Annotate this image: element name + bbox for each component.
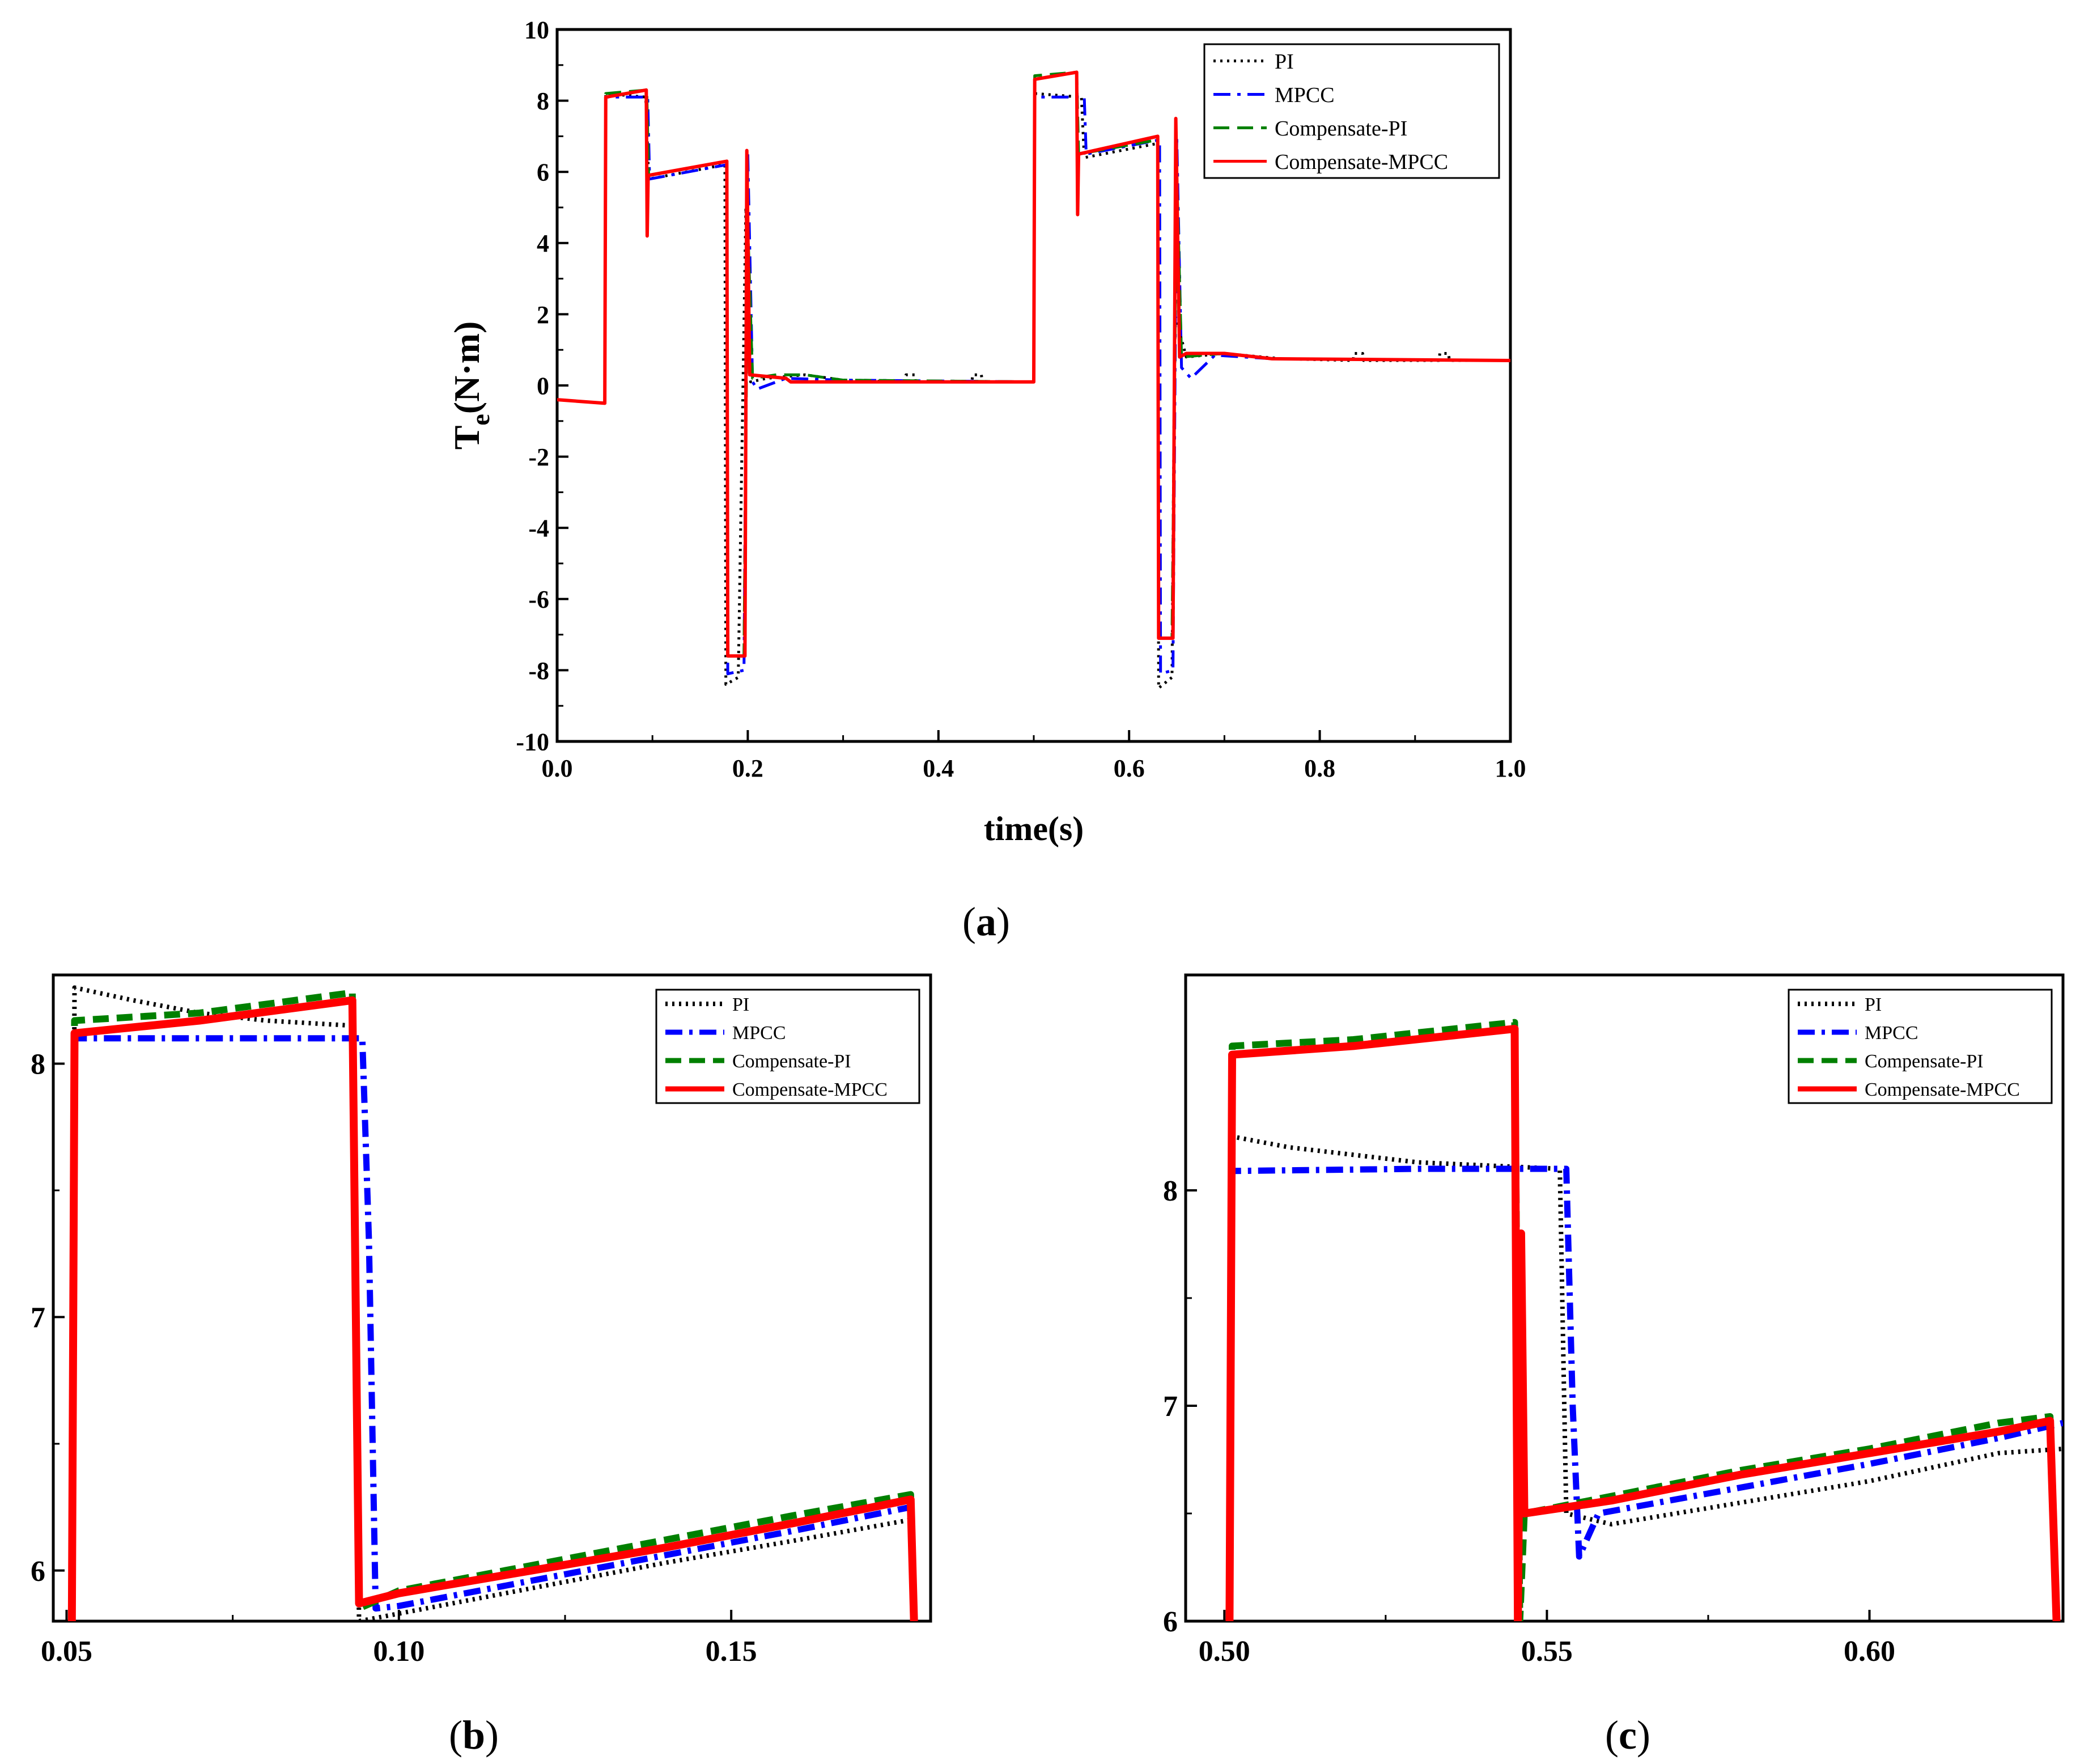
panel-a-y-axis-title-sub: e [466, 414, 495, 425]
x-tick-label: 0.6 [1114, 754, 1145, 782]
caption-a-open: ( [962, 899, 976, 944]
y-tick-label: 6 [1163, 1606, 1178, 1638]
panel-a-legend: PI MPCC Compensate-PI Compensate-MPCC [1203, 43, 1500, 179]
legend-label: Compensate-MPCC [732, 1079, 888, 1100]
panel-c-legend: PI MPCC Compensate-PI Compensate-MPCC [1788, 989, 2053, 1104]
y-tick-label: 4 [537, 230, 549, 257]
series-line-pi [1227, 1134, 2063, 1621]
legend-label: Compensate-PI [1865, 1051, 1984, 1072]
x-tick-label: 1.0 [1495, 754, 1526, 782]
panel-a-x-axis-title: time(s) [984, 810, 1084, 847]
y-tick-label: 7 [31, 1302, 45, 1334]
x-tick-label: 0.10 [373, 1635, 425, 1668]
panel-b-legend: PI MPCC Compensate-PI Compensate-MPCC [655, 989, 920, 1104]
caption-a: (a) [962, 899, 1010, 944]
x-tick-label: 0.0 [542, 754, 573, 782]
panel-b: 0.05 0.10 0.15 6 7 8 PI MPCC Compensate-PI Compe… [31, 973, 932, 1668]
caption-b: (b) [449, 1712, 499, 1758]
x-tick-label: 0.50 [1199, 1635, 1250, 1668]
legend-label: Compensate-PI [1275, 117, 1407, 141]
y-tick-label: 8 [31, 1049, 45, 1081]
y-tick-label: 8 [537, 87, 549, 115]
series-line-mpcc [1226, 1165, 2063, 1621]
y-tick-label: 8 [1163, 1175, 1178, 1207]
x-tick-label: 0.60 [1844, 1635, 1895, 1668]
caption-a-close: ) [996, 899, 1010, 944]
x-tick-label: 0.55 [1521, 1635, 1573, 1668]
panel-a-y-axis-title-main: T [447, 426, 487, 450]
panel-a-axes: 0.0 0.2 0.4 0.6 0.8 1.0 -10 -8 -6 -4 -2 0 2 4 6 8 10 [516, 16, 1526, 782]
series-line-compensate-mpcc [1225, 1025, 2061, 1621]
x-tick-label: 0.05 [41, 1635, 92, 1668]
legend-label: PI [1865, 994, 1882, 1015]
legend-label: MPCC [732, 1023, 786, 1044]
panel-a-marks [557, 70, 1510, 690]
panel-c-axes: 0.50 0.55 0.60 6 7 8 [1163, 1175, 1895, 1668]
y-tick-label: 6 [537, 159, 549, 186]
caption-c-letter: c [1619, 1712, 1637, 1758]
series-line-compensate-pi [1226, 1019, 2060, 1621]
x-tick-label: 0.8 [1304, 754, 1335, 782]
x-tick-label: 0.4 [923, 754, 954, 782]
panel-b-marks [67, 985, 918, 1621]
series-line-compensate-mpcc [557, 70, 1510, 658]
x-tick-label: 0.2 [732, 754, 763, 782]
series-line-mpcc [69, 1035, 918, 1621]
y-tick-label: -8 [528, 657, 549, 685]
legend-label: Compensate-MPCC [1865, 1079, 2020, 1100]
legend-label: Compensate-PI [732, 1051, 851, 1072]
panel-b-plot-frame [52, 973, 932, 1623]
panel-a: 0.0 0.2 0.4 0.6 0.8 1.0 -10 -8 -6 -4 -2 0 2 4 6 8 10 tim… [447, 16, 1526, 847]
series-line-compensate-mpcc [67, 996, 918, 1621]
panel-a-y-axis-title-unit: (N·m) [447, 321, 487, 414]
y-tick-label: -6 [528, 586, 549, 613]
caption-b-close: ) [485, 1712, 499, 1758]
caption-b-letter: b [462, 1712, 485, 1758]
legend-box [655, 989, 920, 1104]
caption-b-open: ( [449, 1712, 462, 1758]
panel-c: 0.50 0.55 0.60 6 7 8 PI MPCC Compensate-PI Compe… [1163, 973, 2065, 1668]
panel-b-axes: 0.05 0.10 0.15 6 7 8 [31, 1049, 757, 1668]
legend-label: MPCC [1275, 83, 1335, 107]
y-tick-label: 0 [537, 372, 549, 400]
caption-a-letter: a [976, 899, 996, 944]
panel-a-y-axis-title: Te(N·m) [447, 321, 495, 450]
caption-c: (c) [1605, 1712, 1650, 1758]
y-tick-label: 2 [537, 301, 549, 329]
y-tick-label: -2 [528, 443, 549, 471]
panel-c-marks [1225, 1019, 2063, 1621]
x-tick-label: 0.15 [706, 1635, 757, 1668]
legend-label: MPCC [1865, 1023, 1918, 1044]
legend-box [1203, 43, 1500, 179]
caption-c-close: ) [1637, 1712, 1650, 1758]
legend-box [1788, 989, 2053, 1104]
y-tick-label: -4 [528, 515, 549, 542]
y-tick-label: 7 [1163, 1390, 1178, 1423]
caption-c-open: ( [1605, 1712, 1619, 1758]
y-tick-label: 6 [31, 1555, 45, 1588]
legend-label: Compensate-MPCC [1275, 150, 1448, 174]
legend-label: PI [732, 994, 749, 1015]
y-tick-label: 10 [524, 16, 549, 44]
y-tick-label: -10 [516, 728, 549, 756]
legend-label: PI [1275, 50, 1294, 74]
